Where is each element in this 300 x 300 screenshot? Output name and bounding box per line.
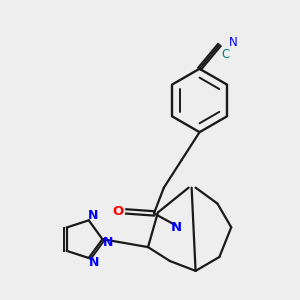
Text: N: N (88, 209, 98, 222)
Text: N: N (171, 221, 182, 234)
Text: N: N (88, 256, 99, 269)
Text: N: N (229, 35, 238, 49)
Text: O: O (113, 205, 124, 218)
Text: C: C (221, 48, 230, 61)
Text: N: N (103, 236, 114, 249)
